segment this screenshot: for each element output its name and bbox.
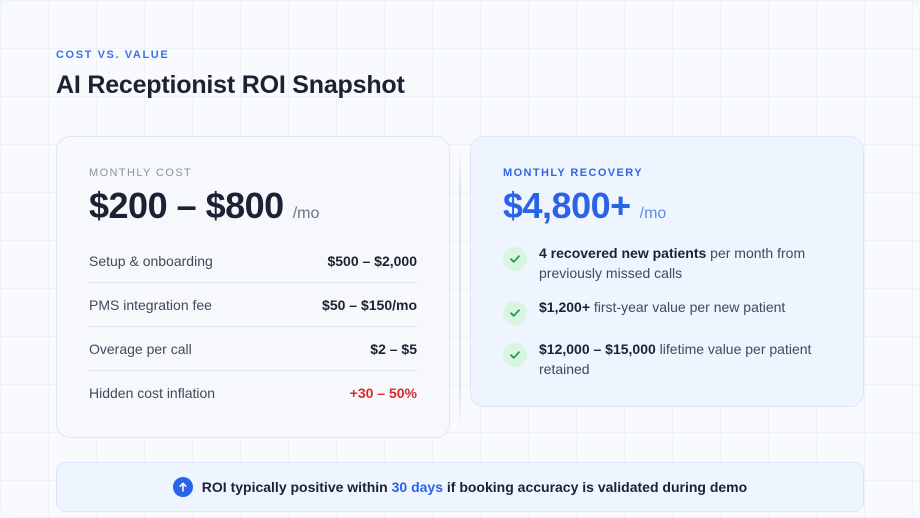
check-icon [503, 247, 527, 271]
roi-banner-text: ROI typically positive within 30 days if… [202, 479, 747, 495]
cost-row-label: Overage per call [89, 340, 192, 357]
cost-row-pms-integration: PMS integration fee $50 – $150/mo [89, 283, 417, 327]
roi-banner-highlight: 30 days [391, 479, 443, 495]
benefit-list: 4 recovered new patients per month from … [503, 243, 833, 393]
monthly-cost-unit: /mo [292, 205, 320, 222]
monthly-recovery-amount: $4,800+ /mo [503, 185, 666, 227]
cost-row-value: $50 – $150/mo [322, 296, 417, 313]
benefit-highlight: $1,200+ [539, 299, 590, 315]
monthly-cost-amount: $200 – $800 /mo [89, 185, 319, 227]
monthly-cost-label: MONTHLY COST [89, 167, 193, 179]
benefit-item: 4 recovered new patients per month from … [503, 243, 833, 283]
cost-row-value: $2 – $5 [370, 340, 417, 357]
benefit-detail: lifetime value per patient retained [539, 341, 812, 377]
monthly-recovery-unit: /mo [639, 205, 667, 222]
arrow-up-icon [172, 477, 193, 497]
cost-row-setup: Setup & onboarding $500 – $2,000 [89, 239, 417, 283]
check-icon [503, 343, 527, 367]
benefit-item: $12,000 – $15,000 lifetime value per pat… [503, 339, 833, 379]
cost-row-value: $500 – $2,000 [327, 252, 417, 269]
page-title: AI Receptionist ROI Snapshot [56, 71, 405, 99]
benefit-text: $1,200+ first-year value per new patient [539, 297, 785, 317]
monthly-recovery-card: MONTHLY RECOVERY $4,800+ /mo 4 recovered… [470, 136, 864, 407]
benefit-detail: per month from previously missed calls [539, 245, 806, 281]
roi-banner-suffix: if booking accuracy is validated during … [443, 479, 748, 495]
benefit-detail: first-year value per new patient [590, 299, 786, 315]
cost-row-overage: Overage per call $2 – $5 [89, 327, 417, 371]
monthly-cost-value: $200 – $800 [89, 185, 284, 226]
check-icon [503, 301, 527, 325]
cost-breakdown-list: Setup & onboarding $500 – $2,000 PMS int… [89, 239, 417, 415]
benefit-highlight: $12,000 – $15,000 [539, 341, 656, 357]
benefit-text: 4 recovered new patients per month from … [539, 243, 833, 283]
benefit-item: $1,200+ first-year value per new patient [503, 297, 833, 325]
roi-banner-prefix: ROI typically positive within [201, 479, 392, 495]
cost-row-label: PMS integration fee [89, 296, 212, 313]
roi-banner: ROI typically positive within 30 days if… [56, 462, 864, 512]
cost-row-label: Setup & onboarding [89, 252, 213, 269]
benefit-highlight: 4 recovered new patients [539, 245, 707, 261]
monthly-recovery-label: MONTHLY RECOVERY [503, 167, 643, 179]
cost-row-label: Hidden cost inflation [89, 385, 216, 401]
cost-row-hidden-inflation: Hidden cost inflation +30 – 50% [89, 371, 417, 415]
monthly-recovery-value: $4,800+ [503, 185, 631, 226]
vertical-divider [459, 150, 461, 432]
benefit-text: $12,000 – $15,000 lifetime value per pat… [539, 339, 833, 379]
monthly-cost-card: MONTHLY COST $200 – $800 /mo Setup & onb… [56, 136, 450, 438]
cost-row-value-warning: +30 – 50% [349, 385, 417, 401]
section-eyebrow: COST VS. VALUE [56, 49, 170, 61]
